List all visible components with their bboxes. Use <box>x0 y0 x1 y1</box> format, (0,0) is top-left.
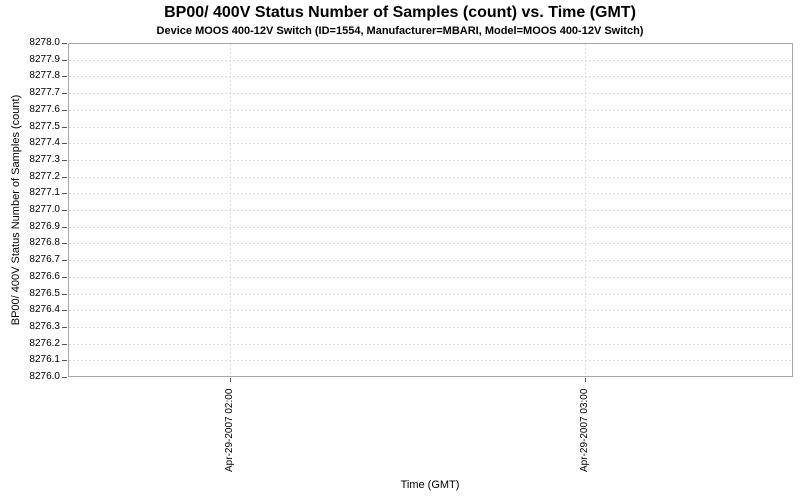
y-tick-label: 8278.0 <box>29 37 60 48</box>
y-tick-label: 8276.1 <box>29 354 60 365</box>
y-tick-label: 8277.1 <box>29 187 60 198</box>
y-tick-label: 8277.8 <box>29 70 60 81</box>
chart-subtitle: Device MOOS 400-12V Switch (ID=1554, Man… <box>156 25 644 37</box>
plot-area <box>68 43 793 377</box>
y-gridline <box>69 60 792 61</box>
y-tick-label: 8277.9 <box>29 54 60 65</box>
y-tick-mark <box>62 344 67 345</box>
y-tick-label: 8276.3 <box>29 321 60 332</box>
y-gridline <box>69 277 792 278</box>
y-tick-mark <box>62 277 67 278</box>
y-gridline <box>69 110 792 111</box>
y-gridline <box>69 210 792 211</box>
y-tick-mark <box>62 127 67 128</box>
y-gridline <box>69 93 792 94</box>
y-tick-mark <box>62 294 67 295</box>
y-tick-label: 8277.3 <box>29 154 60 165</box>
y-tick-mark <box>62 327 67 328</box>
y-tick-mark <box>62 360 67 361</box>
y-tick-label: 8276.7 <box>29 254 60 265</box>
y-tick-label: 8277.6 <box>29 104 60 115</box>
y-tick-label: 8276.9 <box>29 221 60 232</box>
y-tick-mark <box>62 310 67 311</box>
y-tick-mark <box>62 193 67 194</box>
y-tick-mark <box>62 110 67 111</box>
y-gridline <box>69 243 792 244</box>
y-gridline <box>69 127 792 128</box>
y-tick-mark <box>62 243 67 244</box>
y-tick-mark <box>62 76 67 77</box>
x-tick-label: Apr-29-2007 02:00 <box>224 388 235 472</box>
x-axis-label: Time (GMT) <box>400 479 460 491</box>
y-tick-label: 8276.8 <box>29 237 60 248</box>
x-gridline <box>230 44 231 376</box>
x-tick-mark <box>230 378 231 382</box>
y-tick-label: 8276.4 <box>29 304 60 315</box>
y-tick-label: 8277.0 <box>29 204 60 215</box>
x-tick-label: Apr-29-2007 03:00 <box>579 388 590 472</box>
y-tick-mark <box>62 60 67 61</box>
y-gridline <box>69 143 792 144</box>
y-tick-mark <box>62 377 67 378</box>
y-tick-mark <box>62 177 67 178</box>
y-gridline <box>69 227 792 228</box>
y-gridline <box>69 160 792 161</box>
y-tick-label: 8276.2 <box>29 338 60 349</box>
y-tick-mark <box>62 260 67 261</box>
y-tick-mark <box>62 160 67 161</box>
x-gridline <box>585 44 586 376</box>
y-gridline <box>69 294 792 295</box>
y-tick-mark <box>62 227 67 228</box>
y-tick-label: 8277.5 <box>29 121 60 132</box>
y-gridline <box>69 360 792 361</box>
y-tick-label: 8276.0 <box>29 371 60 382</box>
y-gridline <box>69 260 792 261</box>
y-tick-label: 8277.4 <box>29 137 60 148</box>
y-gridline <box>69 76 792 77</box>
y-tick-label: 8276.6 <box>29 271 60 282</box>
chart-title: BP00/ 400V Status Number of Samples (cou… <box>164 4 636 21</box>
y-tick-mark <box>62 93 67 94</box>
y-gridline <box>69 310 792 311</box>
y-tick-label: 8276.5 <box>29 288 60 299</box>
y-tick-mark <box>62 43 67 44</box>
y-tick-label: 8277.2 <box>29 171 60 182</box>
y-tick-label: 8277.7 <box>29 87 60 98</box>
y-gridline <box>69 344 792 345</box>
x-tick-mark <box>585 378 586 382</box>
y-gridline <box>69 327 792 328</box>
y-gridline <box>69 193 792 194</box>
y-tick-mark <box>62 210 67 211</box>
y-tick-mark <box>62 143 67 144</box>
y-gridline <box>69 177 792 178</box>
